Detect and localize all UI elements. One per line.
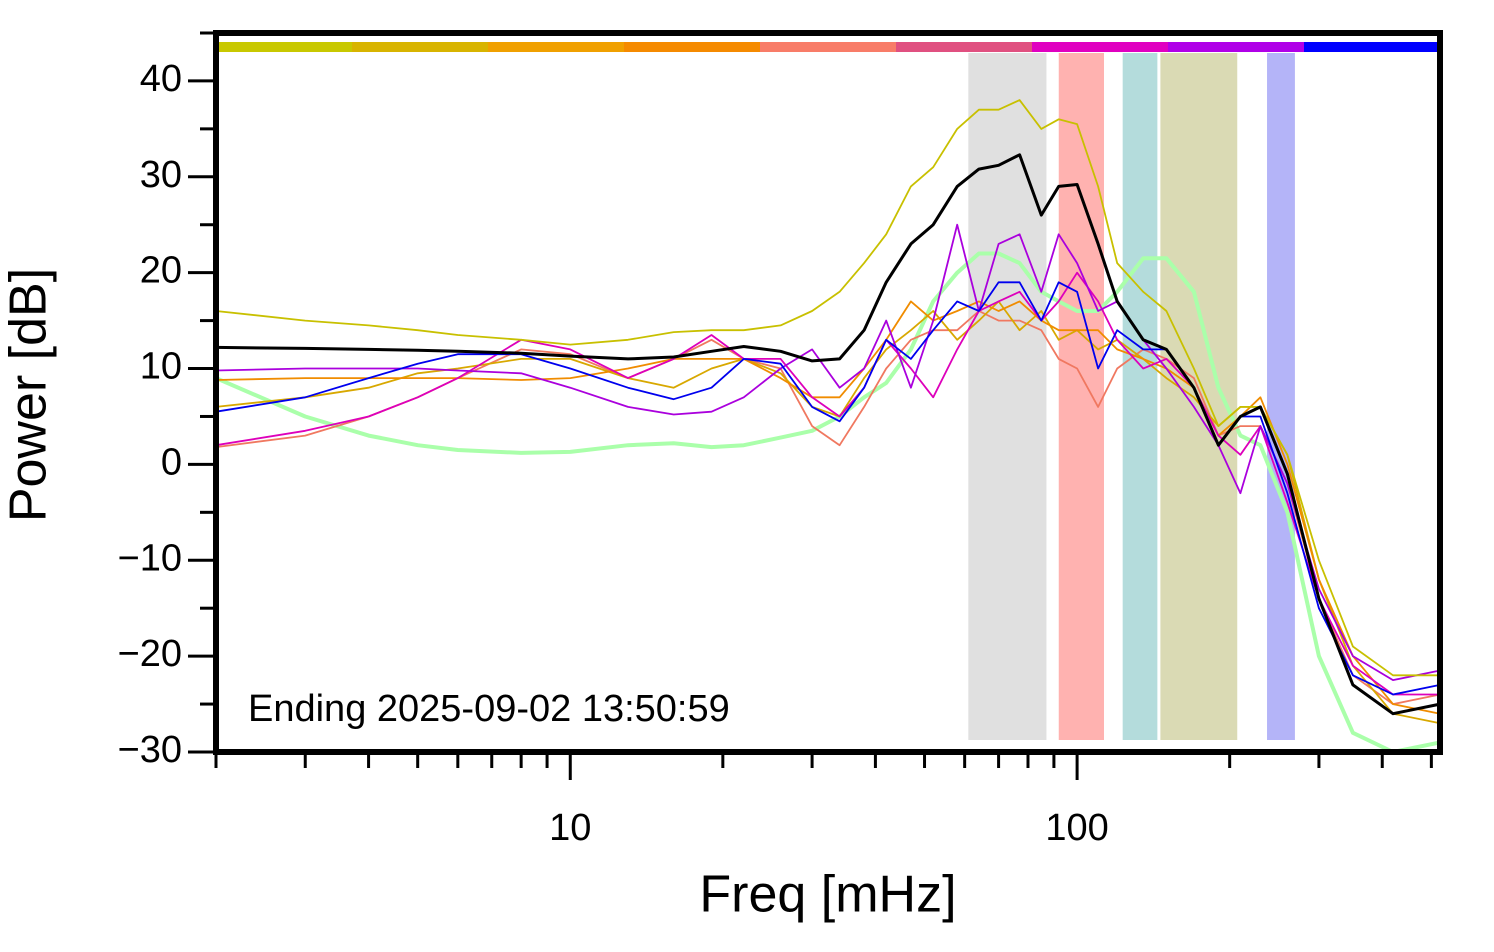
y-tick-label: 20: [140, 250, 182, 292]
series-line: [215, 310, 1441, 705]
color-strip-segment: [488, 42, 624, 52]
color-strip-segment: [352, 42, 488, 52]
lines: [215, 99, 1441, 754]
series-line: [215, 271, 1440, 696]
x-axis-title: Freq [mHz]: [699, 866, 956, 924]
y-tick-label: −30: [118, 729, 182, 771]
color-strip-segment: [760, 42, 896, 52]
series-line: [215, 223, 1441, 681]
frequency-band: [968, 53, 1047, 740]
color-strip-segment: [1032, 42, 1168, 52]
frequency-band: [1267, 53, 1295, 740]
frequency-band: [1058, 53, 1105, 740]
annotation: Ending 2025-09-02 13:50:59: [248, 688, 730, 730]
series-line: [215, 281, 1441, 696]
series-line: [215, 300, 1441, 725]
y-tick-label: 0: [161, 441, 182, 483]
color-strip-segment: [624, 42, 760, 52]
y-axis-title: Power [dB]: [0, 268, 58, 522]
color-strip-segment: [1304, 42, 1440, 52]
axes: −30 −20 −10 0 10 20 30 40 10 100: [118, 31, 1433, 849]
series-line: [215, 300, 1441, 715]
x-tick-label: 10: [549, 807, 591, 849]
y-tick-label: 30: [140, 154, 182, 196]
series-line: [215, 99, 1440, 677]
y-tick-label: 10: [140, 346, 182, 388]
color-strip-segment: [896, 42, 1032, 52]
frequency-band: [1122, 53, 1158, 740]
bands: [216, 42, 1440, 740]
plot-frame: [213, 30, 1443, 755]
series-line: [215, 153, 1441, 716]
y-tick-label: −20: [118, 633, 182, 675]
x-tick-label: 100: [1045, 807, 1108, 849]
color-strip-segment: [1168, 42, 1304, 52]
y-tick-label: 40: [140, 58, 182, 100]
y-tick-label: −10: [118, 537, 182, 579]
color-strip-segment: [216, 42, 352, 52]
